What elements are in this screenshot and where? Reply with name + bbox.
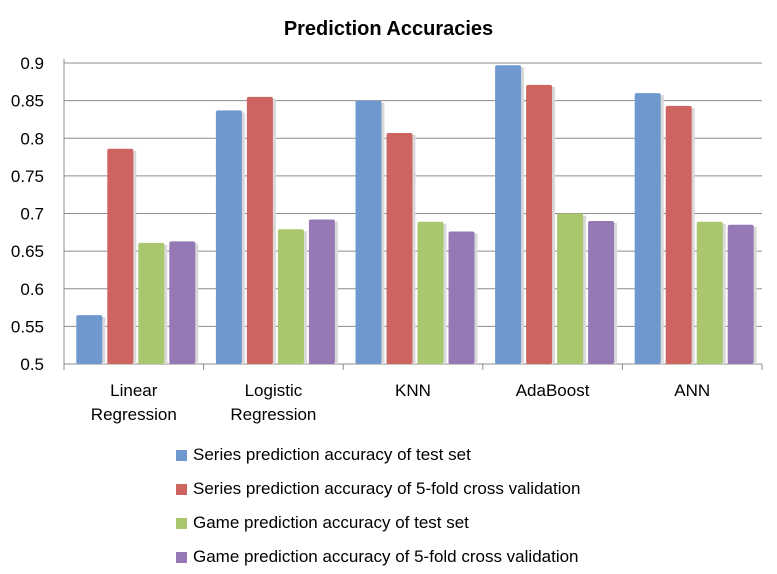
y-tick-label: 0.75	[11, 167, 44, 186]
bar	[696, 221, 723, 364]
bar	[277, 229, 304, 364]
legend-label: Game prediction accuracy of test set	[193, 513, 469, 532]
x-tick-label: Linear	[110, 381, 158, 400]
legend-label: Series prediction accuracy of test set	[193, 445, 471, 464]
bar	[107, 148, 134, 364]
bar	[588, 221, 615, 364]
bar	[355, 100, 382, 364]
x-tick-label: Regression	[91, 405, 177, 424]
legend-swatch	[176, 517, 187, 529]
bar	[169, 241, 196, 364]
chart-title: Prediction Accuracies	[283, 18, 494, 40]
legend-swatch	[176, 483, 187, 495]
x-tick-label: Logistic	[245, 381, 303, 400]
legend-swatch	[176, 449, 187, 461]
y-tick-label: 0.65	[11, 242, 44, 261]
y-tick-label: 0.9	[20, 54, 44, 73]
legend-swatch	[176, 551, 187, 563]
y-tick-label: 0.55	[11, 317, 44, 336]
bar	[526, 84, 553, 364]
x-tick-label: AdaBoost	[516, 381, 590, 400]
legend-item: Series prediction accuracy of test set	[176, 438, 580, 472]
legend-label: Game prediction accuracy of 5-fold cross…	[193, 547, 579, 566]
bar	[495, 65, 522, 364]
bar	[634, 93, 661, 364]
bar	[215, 110, 242, 364]
legend-label: Series prediction accuracy of 5-fold cro…	[193, 479, 581, 498]
bar	[417, 221, 444, 364]
bar	[448, 231, 475, 364]
bar	[246, 96, 273, 365]
bar	[557, 213, 584, 364]
bar	[665, 105, 692, 364]
legend-item: Game prediction accuracy of 5-fold cross…	[176, 540, 580, 574]
legend-item: Series prediction accuracy of 5-fold cro…	[176, 472, 580, 506]
y-tick-label: 0.7	[20, 205, 44, 224]
legend-item: Game prediction accuracy of test set	[176, 506, 580, 540]
y-tick-label: 0.8	[20, 129, 44, 148]
bar	[308, 219, 335, 364]
x-tick-label: KNN	[395, 381, 431, 400]
y-tick-label: 0.85	[11, 92, 44, 111]
plot-area: 0.5 0.55 0.6 0.65 0.7 0.75 0.8 0.85 0.9 Linear Reg…	[11, 54, 763, 424]
bar	[138, 242, 165, 364]
bar	[386, 132, 413, 364]
y-tick-label: 0.5	[20, 355, 44, 374]
bar	[76, 315, 103, 364]
x-tick-label: ANN	[674, 381, 710, 400]
legend: Series prediction accuracy of test set Se…	[176, 438, 580, 574]
y-tick-label: 0.6	[20, 280, 44, 299]
x-tick-label: Regression	[230, 405, 316, 424]
bar	[727, 224, 754, 364]
